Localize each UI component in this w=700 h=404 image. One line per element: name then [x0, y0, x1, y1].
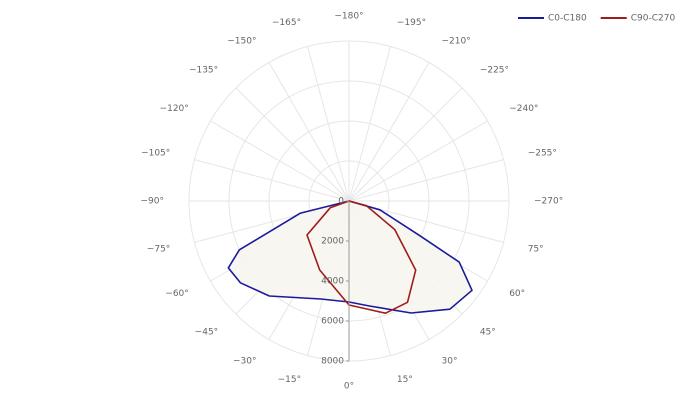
- angle-tick-label: −120°: [160, 104, 189, 114]
- legend-label: C90-C270: [631, 14, 676, 24]
- angle-tick-label: −105°: [141, 149, 170, 159]
- radial-tick-label: 0: [338, 197, 344, 207]
- angle-tick-label: 0°: [344, 382, 354, 392]
- angle-tick-label: −90°: [141, 197, 165, 207]
- angle-tick-label: −60°: [165, 289, 189, 299]
- radial-tick-label: 8000: [321, 357, 344, 367]
- angle-tick-label: −180°: [334, 12, 363, 22]
- intensity-curve: [306, 200, 417, 314]
- radial-tick-label: 6000: [321, 317, 344, 327]
- radial-tick-label: 2000: [321, 237, 344, 247]
- angle-tick-label: −240°: [509, 104, 538, 114]
- angle-tick-label: −75°: [147, 244, 171, 254]
- angle-tick-label: 45°: [480, 327, 496, 337]
- angle-tick-label: −45°: [195, 327, 219, 337]
- angle-tick-label: 60°: [509, 289, 525, 299]
- angle-tick-label: 75°: [528, 244, 544, 254]
- angle-tick-label: −15°: [278, 375, 302, 385]
- angle-tick-label: −225°: [480, 66, 509, 76]
- angle-tick-label: −255°: [528, 149, 557, 159]
- angle-tick-label: −270°: [534, 197, 563, 207]
- angle-tick-label: −195°: [397, 18, 426, 28]
- angle-tick-label: −165°: [272, 18, 301, 28]
- angle-tick-label: −135°: [189, 66, 218, 76]
- intensity-curve: [227, 200, 473, 314]
- angle-tick-label: −210°: [442, 36, 471, 46]
- angle-tick-label: −30°: [233, 357, 257, 367]
- angle-tick-label: 15°: [397, 375, 413, 385]
- radial-tick-label: 4000: [321, 277, 344, 287]
- legend-label: C0-C180: [548, 14, 587, 24]
- angle-tick-label: −150°: [227, 36, 256, 46]
- angle-tick-label: 30°: [442, 357, 458, 367]
